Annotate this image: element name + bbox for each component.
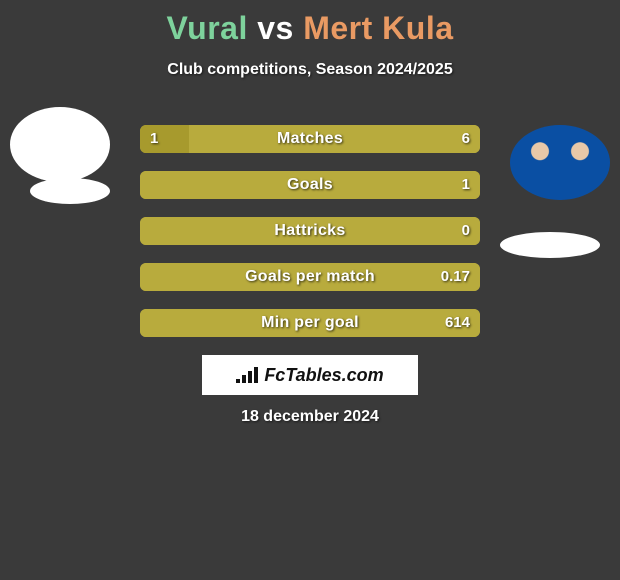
stat-label: Goals bbox=[140, 171, 480, 199]
player2-club-logo bbox=[500, 232, 600, 258]
stat-value-left: 1 bbox=[140, 125, 168, 153]
title-player1: Vural bbox=[166, 10, 247, 46]
brand-badge: FcTables.com bbox=[202, 355, 418, 395]
stat-label: Goals per match bbox=[140, 263, 480, 291]
player1-avatar bbox=[10, 107, 110, 182]
stat-value-right: 1 bbox=[452, 171, 480, 199]
stat-value-right: 6 bbox=[452, 125, 480, 153]
stat-row: Goals1 bbox=[140, 171, 480, 199]
player2-avatar-image bbox=[510, 125, 610, 200]
brand-text: FcTables.com bbox=[264, 365, 383, 386]
stat-value-right: 614 bbox=[435, 309, 480, 337]
player2-avatar bbox=[510, 125, 610, 200]
comparison-bars: Matches16Goals1Hattricks0Goals per match… bbox=[140, 125, 480, 355]
stat-label: Hattricks bbox=[140, 217, 480, 245]
stat-row: Min per goal614 bbox=[140, 309, 480, 337]
stat-label: Matches bbox=[140, 125, 480, 153]
stat-value-right: 0.17 bbox=[431, 263, 480, 291]
chart-icon bbox=[236, 367, 258, 383]
stat-row: Matches1 6 bbox=[140, 125, 480, 153]
subtitle: Club competitions, Season 2024/2025 bbox=[0, 61, 620, 79]
stat-row: Goals per match0.17 bbox=[140, 263, 480, 291]
title-vs: vs bbox=[257, 10, 294, 46]
stat-row: Hattricks0 bbox=[140, 217, 480, 245]
player1-club-logo bbox=[30, 178, 110, 204]
stat-value-right: 0 bbox=[452, 217, 480, 245]
page-title: Vural vs Mert Kula bbox=[0, 0, 620, 47]
title-player2: Mert Kula bbox=[303, 10, 453, 46]
date-label: 18 december 2024 bbox=[0, 408, 620, 426]
stat-label: Min per goal bbox=[140, 309, 480, 337]
